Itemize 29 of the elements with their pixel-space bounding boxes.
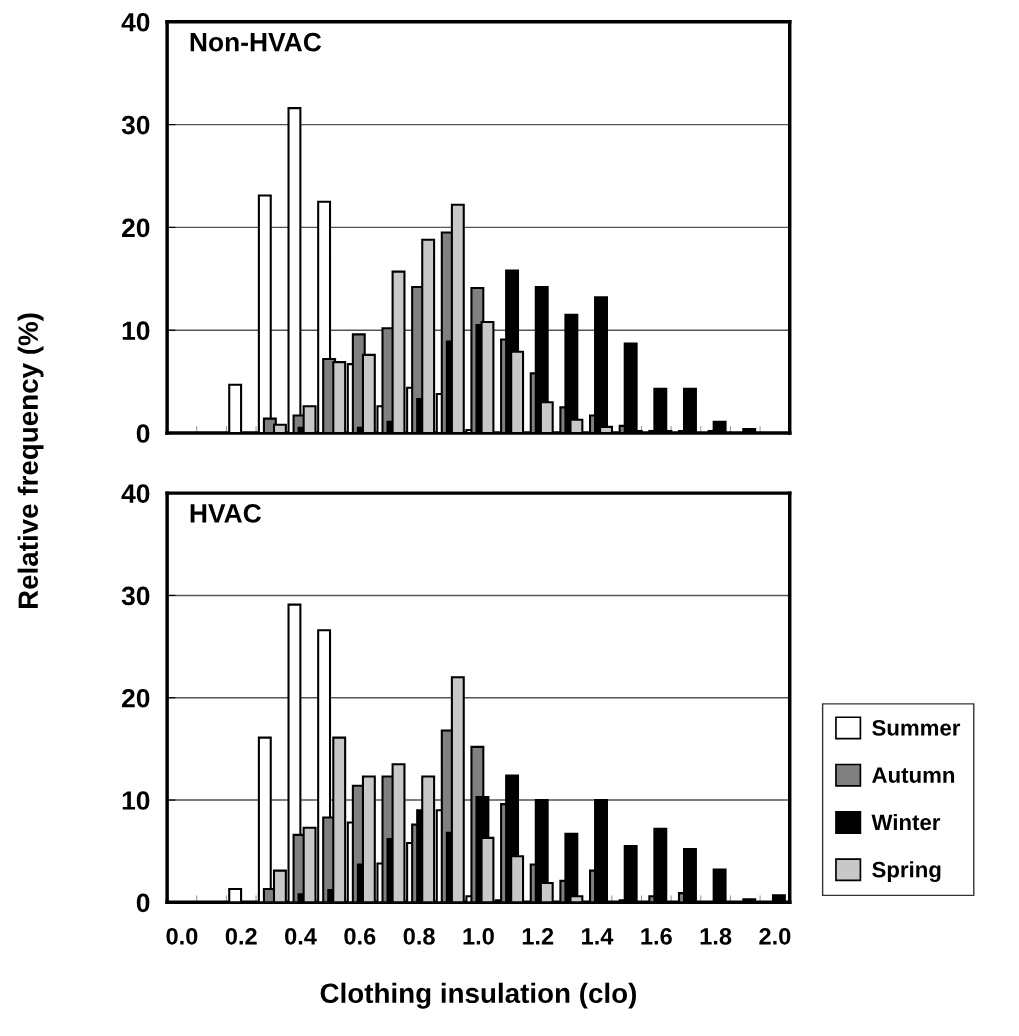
x-tick-label: 1.2 xyxy=(522,927,554,945)
y-tick-label: 20 xyxy=(122,688,150,708)
x-tick-label: 2.0 xyxy=(759,927,791,945)
y-tick-label: 20 xyxy=(122,218,150,238)
x-tick-label: 0.8 xyxy=(403,927,435,945)
y-tick-label: 0 xyxy=(136,424,150,443)
y-axis-title: Relative frequency (%) xyxy=(17,313,44,609)
y-tick-label: 0 xyxy=(136,893,150,913)
legend-label: Autumn xyxy=(872,767,955,783)
chart-title: HVAC xyxy=(190,504,262,523)
chart-title: Non-HVAC xyxy=(190,32,322,52)
x-tick-label: 0.0 xyxy=(166,927,198,945)
x-tick-label: 1.0 xyxy=(463,927,494,945)
y-tick-label: 30 xyxy=(121,586,150,606)
legend-label: Spring xyxy=(872,861,941,882)
y-tick-label: 40 xyxy=(121,484,150,503)
x-axis-title: Clothing insulation (clo) xyxy=(320,982,636,1009)
y-tick-label: 40 xyxy=(121,12,150,32)
x-tick-label: 0.4 xyxy=(285,927,317,945)
legend-label: Summer xyxy=(872,719,961,736)
x-tick-label: 0.2 xyxy=(225,927,257,945)
x-tick-label: 1.4 xyxy=(582,928,614,945)
y-tick-label: 30 xyxy=(121,115,150,135)
legend-label: Winter xyxy=(871,813,941,831)
x-tick-label: 0.6 xyxy=(344,927,376,945)
y-tick-label: 10 xyxy=(122,791,150,810)
x-tick-label: 1.6 xyxy=(641,927,672,945)
y-tick-label: 10 xyxy=(122,321,150,341)
x-tick-label: 1.8 xyxy=(700,927,732,945)
